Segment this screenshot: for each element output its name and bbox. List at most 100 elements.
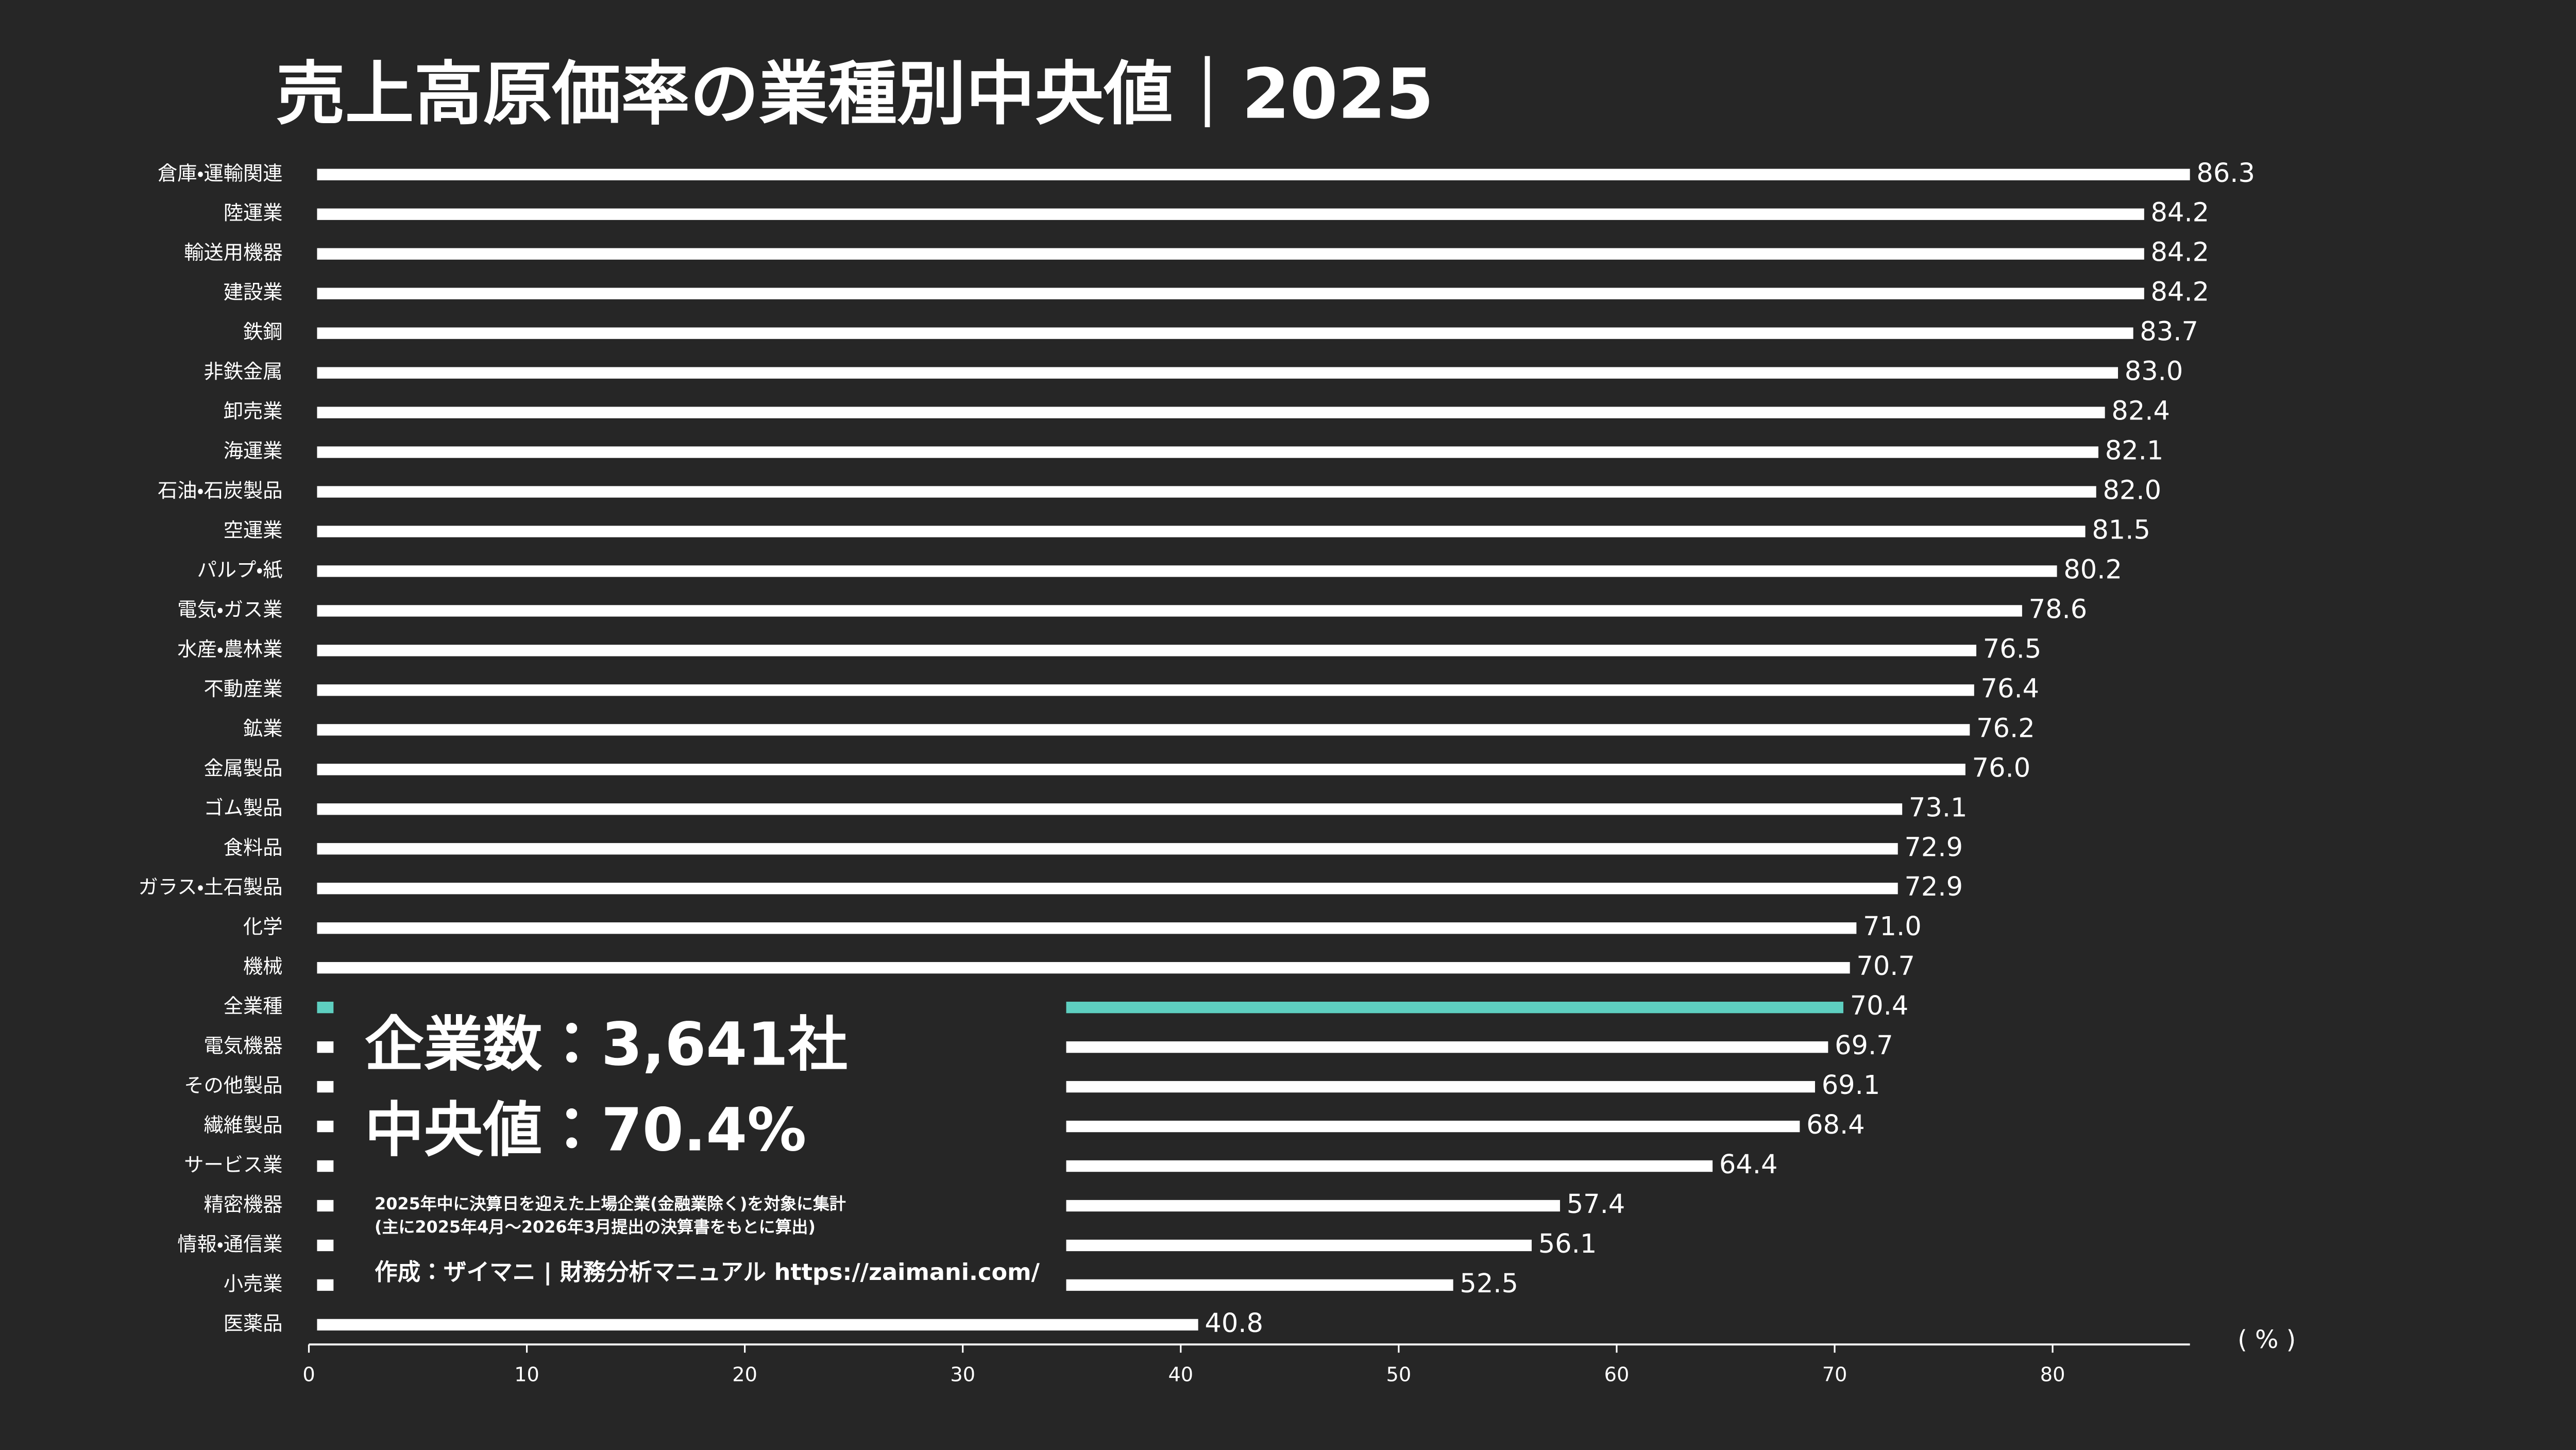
y-tick-label: 金属製品 — [204, 757, 282, 780]
x-tick-label: 30 — [950, 1363, 975, 1386]
y-tick-label: 全業種 — [224, 995, 283, 1018]
bar — [317, 526, 2086, 537]
value-label: 56.1 — [1538, 1229, 1597, 1259]
annotation: 2025年中に決算日を迎えた上場企業(金融業除く)を対象に集計 — [375, 1194, 846, 1213]
value-label: 83.0 — [2125, 357, 2183, 387]
bar — [317, 684, 1974, 696]
value-label: 73.1 — [1909, 793, 1968, 823]
x-tick-label: 60 — [1604, 1363, 1630, 1386]
bar — [317, 327, 2133, 339]
y-tick-label: パルプ・紙 — [197, 559, 282, 582]
value-label: 69.7 — [1835, 1031, 1893, 1061]
value-label: 68.4 — [1806, 1110, 1865, 1140]
y-tick-label: 鉄鋼 — [243, 321, 283, 344]
y-tick-label: 化学 — [243, 916, 283, 939]
value-label: 70.4 — [1850, 991, 1909, 1021]
x-tick-label: 80 — [2040, 1363, 2065, 1386]
y-tick-label: 卸売業 — [224, 400, 283, 423]
value-label: 72.9 — [1904, 832, 1963, 863]
y-tick-label: サービス業 — [184, 1154, 282, 1177]
value-label: 57.4 — [1567, 1189, 1625, 1220]
value-label: 76.4 — [1981, 673, 2040, 704]
bar — [317, 288, 2144, 299]
y-tick-label: 機械 — [243, 955, 283, 979]
value-label: 84.2 — [2151, 238, 2210, 268]
value-label: 72.9 — [1904, 872, 1963, 902]
annotation: 中央値：70.4% — [365, 1095, 806, 1165]
bar — [317, 883, 1898, 895]
bar — [317, 486, 2096, 498]
bar — [317, 962, 1850, 974]
value-label: 82.1 — [2105, 436, 2164, 466]
y-tick-label: 空運業 — [224, 519, 283, 542]
value-label: 71.0 — [1863, 912, 1922, 942]
annotation: 作成：ザイマニ | 財務分析マニュアル https://zaimani.com/ — [375, 1259, 1040, 1286]
value-label: 84.2 — [2151, 198, 2210, 228]
value-label: 80.2 — [2063, 554, 2122, 585]
bar — [317, 208, 2144, 220]
y-tick-label: 精密機器 — [204, 1193, 282, 1216]
y-tick-label: 不動産業 — [204, 678, 282, 701]
value-label: 52.5 — [1460, 1269, 1518, 1299]
annotation: 企業数：3,641社 — [365, 1010, 848, 1079]
value-label: 84.2 — [2151, 277, 2210, 308]
y-tick-label: 情報・通信業 — [177, 1233, 282, 1256]
bar — [317, 843, 1898, 855]
annotation-panel — [333, 991, 1066, 1309]
value-label: 64.4 — [1719, 1150, 1778, 1180]
y-tick-label: 小売業 — [224, 1272, 283, 1295]
value-label: 40.8 — [1205, 1308, 1263, 1339]
y-tick-label: 水産・農林業 — [177, 638, 282, 661]
y-tick-label: 鉱業 — [243, 717, 283, 740]
x-tick-label: 40 — [1168, 1363, 1193, 1386]
y-tick-label: 石油・石炭製品 — [158, 479, 283, 502]
y-tick-label: その他製品 — [184, 1074, 282, 1098]
x-tick-label: 70 — [1822, 1363, 1848, 1386]
y-tick-label: 非鉄金属 — [204, 360, 282, 383]
bar — [317, 645, 1977, 656]
x-tick-label: 0 — [302, 1363, 315, 1386]
bar — [317, 803, 1903, 815]
y-tick-label: 倉庫・運輸関連 — [158, 162, 283, 185]
value-label: 78.6 — [2029, 594, 2088, 625]
value-label: 76.2 — [1976, 713, 2035, 744]
y-tick-label: 輸送用機器 — [184, 241, 282, 264]
bar — [317, 922, 1857, 934]
x-tick-label: 10 — [514, 1363, 539, 1386]
bar — [317, 724, 1970, 736]
value-label: 83.7 — [2140, 317, 2198, 347]
bar — [317, 446, 2098, 458]
y-tick-label: 医薬品 — [224, 1312, 283, 1335]
value-label: 70.7 — [1856, 951, 1915, 982]
y-tick-label: 海運業 — [224, 440, 283, 463]
value-label: 82.4 — [2111, 396, 2170, 427]
y-tick-label: 繊維製品 — [204, 1114, 282, 1137]
bar — [317, 248, 2144, 260]
y-tick-label: 電気機器 — [204, 1035, 282, 1058]
value-label: 69.1 — [1822, 1070, 1880, 1101]
chart-title: 売上高原価率の業種別中央値｜2025 — [276, 54, 1434, 134]
y-tick-label: 電気・ガス業 — [177, 598, 282, 621]
bar — [317, 407, 2105, 418]
y-tick-label: 陸運業 — [224, 201, 283, 225]
x-tick-label: 20 — [732, 1363, 757, 1386]
bar — [317, 605, 2022, 617]
value-label: 82.0 — [2103, 476, 2161, 506]
bar — [317, 1319, 1198, 1331]
value-label: 76.5 — [1983, 634, 2042, 664]
value-label: 81.5 — [2092, 515, 2150, 545]
y-tick-label: 食料品 — [224, 836, 283, 859]
bar — [317, 764, 1965, 775]
value-label: 76.0 — [1972, 753, 2031, 783]
y-tick-label: ガラス・土石製品 — [138, 876, 282, 899]
bar — [317, 168, 2190, 180]
bar — [317, 367, 2119, 379]
x-axis-label: ( % ) — [2238, 1326, 2296, 1354]
bar — [317, 565, 2057, 577]
y-tick-label: ゴム製品 — [204, 797, 282, 820]
value-label: 86.3 — [2196, 158, 2255, 189]
annotation: (主に2025年4月〜2026年3月提出の決算書をもとに算出) — [375, 1217, 816, 1237]
y-tick-label: 建設業 — [224, 281, 283, 304]
